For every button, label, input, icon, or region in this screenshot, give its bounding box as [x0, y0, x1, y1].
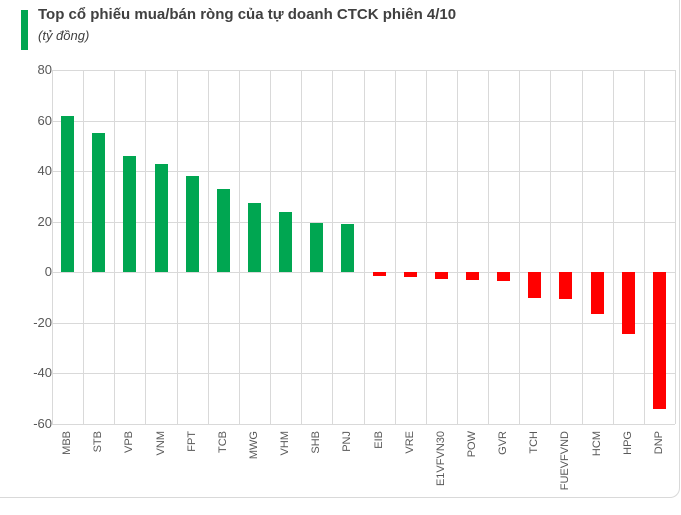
gridline-x [550, 70, 552, 424]
gridline-x [488, 70, 490, 424]
bar-EIB [372, 272, 386, 277]
x-label-MWG: MWG [247, 431, 260, 460]
bar-VNM [154, 163, 168, 273]
x-label-TCH: TCH [528, 431, 541, 454]
gridline-x [52, 70, 53, 424]
x-label-EIB: EIB [372, 431, 385, 449]
bar-TCB [216, 188, 230, 273]
gridline-x [456, 70, 458, 424]
bar-HCM [590, 272, 604, 314]
y-tick-label: -40 [33, 365, 52, 381]
gridline-x [145, 70, 147, 424]
bar-MWG [247, 202, 261, 273]
x-label-DNP: DNP [652, 431, 665, 455]
bar-TCH [528, 272, 542, 298]
chart-title: Top cổ phiếu mua/bán ròng của tự doanh C… [38, 6, 457, 23]
bar-FUEVFVND [559, 272, 573, 299]
y-tick-label: 0 [44, 264, 52, 280]
bar-PNJ [341, 224, 355, 273]
gridline-x [519, 70, 521, 424]
y-tick-label: 40 [37, 163, 52, 179]
x-label-TCB: TCB [216, 431, 229, 453]
y-tick-label: -20 [33, 314, 52, 330]
x-label-VHM: VHM [279, 431, 292, 456]
bar-VPB [123, 155, 137, 273]
bar-GVR [497, 272, 511, 282]
y-tick-label: 60 [37, 112, 52, 128]
gridline-x [612, 70, 614, 424]
bar-SHB [310, 222, 324, 273]
gridline-x [83, 70, 85, 424]
x-label-VPB: VPB [123, 431, 136, 454]
x-label-E1VFVN30: E1VFVN30 [434, 431, 447, 487]
bar-E1VFVN30 [434, 272, 448, 279]
gridline-x [581, 70, 583, 424]
bar-HPG [621, 272, 635, 335]
bar-VRE [403, 272, 417, 278]
y-tick-label: 80 [37, 62, 52, 77]
y-tick-label: 20 [37, 213, 52, 229]
x-label-STB: STB [92, 431, 105, 453]
gridline-x [207, 70, 209, 424]
gridline-x [176, 70, 178, 424]
x-label-FPT: FPT [185, 431, 198, 452]
gridline-x [270, 70, 272, 424]
x-label-HCM: HCM [590, 431, 603, 457]
gridline-x [114, 70, 116, 424]
gridline-x [425, 70, 427, 424]
gridline-x [363, 70, 365, 424]
gridline-x [675, 70, 676, 424]
gridline-x [301, 70, 303, 424]
x-label-HPG: HPG [621, 431, 634, 455]
x-label-VRE: VRE [403, 431, 416, 454]
bar-VHM [279, 211, 293, 273]
title-accent-bar [21, 10, 28, 50]
gridline-x [643, 70, 645, 424]
bar-POW [466, 272, 480, 280]
gridline-y--60 [52, 424, 675, 425]
plot-area: 80 60 40 20 0 -20 -40 -60 MBB STB VPB VNM FPT TCB MWG V… [33, 62, 676, 490]
x-label-FUEVFVND: FUEVFVND [559, 431, 572, 491]
x-label-VNM: VNM [154, 431, 167, 456]
chart-subtitle: (tỷ đồng) [38, 28, 90, 43]
gridline-x [238, 70, 240, 424]
bar-STB [92, 133, 106, 273]
x-label-PNJ: PNJ [341, 431, 354, 452]
y-tick-label: -60 [33, 416, 52, 431]
x-label-MBB: MBB [61, 431, 74, 455]
x-label-POW: POW [466, 431, 479, 458]
bar-MBB [61, 115, 75, 273]
x-label-GVR: GVR [497, 431, 510, 455]
chart-container: Top cổ phiếu mua/bán ròng của tự doanh C… [0, 0, 680, 498]
x-label-SHB: SHB [310, 431, 323, 454]
gridline-x [332, 70, 334, 424]
gridline-x [394, 70, 396, 424]
bar-FPT [185, 176, 199, 273]
bar-DNP [652, 272, 666, 409]
